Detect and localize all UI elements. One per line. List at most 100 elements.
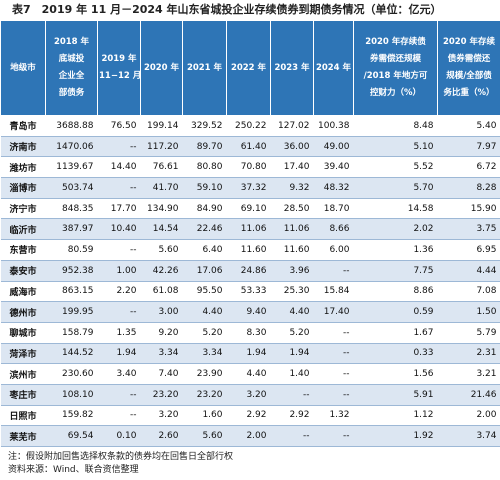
- table-row: 东营市 80.59 -- 5.60 6.40 11.60 11.60 6.00 1.36 6.95: [0, 239, 500, 261]
- value-cell: 3.21: [437, 363, 500, 385]
- value-cell: 8.86: [353, 281, 438, 303]
- value-cell: 2.31: [437, 343, 500, 365]
- header-cell: 2022 年: [226, 20, 271, 116]
- header-line: 2021 年: [186, 62, 223, 73]
- header-line: 2023 年: [274, 62, 310, 73]
- value-cell: 9.32: [270, 177, 314, 199]
- value-cell: --: [97, 301, 141, 323]
- header-line: 2020 年: [143, 62, 180, 73]
- value-cell: 5.52: [353, 156, 438, 179]
- value-cell: 329.52: [182, 115, 227, 137]
- header-line: 2022 年: [230, 62, 267, 73]
- value-cell: 5.20: [270, 322, 314, 344]
- value-cell: 3.74: [437, 425, 500, 447]
- value-cell: 23.20: [182, 384, 227, 406]
- value-cell: 5.91: [353, 384, 438, 406]
- value-cell: 53.33: [226, 281, 271, 303]
- value-cell: 18.70: [313, 198, 354, 220]
- value-cell: 158.79: [45, 322, 98, 344]
- header-line: 2020 年存续债: [365, 37, 426, 47]
- value-cell: 22.46: [182, 218, 227, 241]
- value-cell: 0.59: [353, 301, 438, 323]
- value-cell: --: [97, 384, 141, 406]
- value-cell: 5.40: [437, 115, 500, 137]
- value-cell: 80.59: [45, 239, 98, 261]
- value-cell: 1.50: [437, 301, 500, 323]
- value-cell: 6.00: [313, 239, 354, 261]
- value-cell: 3.75: [437, 218, 500, 241]
- header-line: 底城投: [58, 54, 85, 64]
- city-cell: 枣庄市: [0, 384, 46, 406]
- value-cell: --: [313, 260, 354, 282]
- value-cell: 2.92: [270, 405, 314, 427]
- value-cell: 28.50: [270, 198, 314, 220]
- value-cell: --: [313, 425, 354, 447]
- header-cell: 2020 年存续 债券需偿还 规模/全部债 务比重（%）: [437, 20, 500, 116]
- value-cell: --: [313, 343, 354, 365]
- value-cell: 5.20: [182, 322, 227, 344]
- value-cell: 1139.67: [45, 156, 98, 179]
- value-cell: 21.46: [437, 384, 500, 406]
- value-cell: 8.28: [437, 177, 500, 199]
- value-cell: 1.12: [353, 405, 438, 427]
- value-cell: 7.97: [437, 136, 500, 158]
- value-cell: 1.92: [353, 425, 438, 447]
- value-cell: 76.61: [140, 156, 183, 179]
- value-cell: 36.00: [270, 136, 314, 158]
- value-cell: 17.70: [97, 198, 141, 220]
- header-line: 控财力（%）: [369, 88, 422, 98]
- value-cell: 17.40: [270, 156, 314, 179]
- value-cell: 10.40: [97, 218, 141, 241]
- value-cell: 199.14: [140, 115, 183, 137]
- header-row: 地级市 2018 年底城投 企业全 部债务 2019 年 11−12 月 2020 年 202…: [0, 20, 500, 116]
- table-row: 滨州市 230.60 3.40 7.40 23.90 4.40 1.40 -- 1.56 3.21: [0, 363, 500, 385]
- value-cell: 108.10: [45, 384, 98, 406]
- value-cell: 2.02: [353, 218, 438, 241]
- value-cell: 11.60: [270, 239, 314, 261]
- value-cell: 159.82: [45, 405, 98, 427]
- value-cell: 3688.88: [45, 115, 98, 137]
- value-cell: --: [270, 384, 314, 406]
- header-cell: 2021 年: [182, 20, 227, 116]
- value-cell: --: [97, 136, 141, 158]
- city-cell: 济宁市: [0, 198, 46, 220]
- value-cell: 2.92: [226, 405, 271, 427]
- value-cell: 1.32: [313, 405, 354, 427]
- value-cell: --: [313, 322, 354, 344]
- header-line: 券需偿还规模: [369, 54, 421, 64]
- value-cell: 199.95: [45, 301, 98, 323]
- value-cell: --: [313, 363, 354, 385]
- header-line: 企业全: [58, 71, 85, 81]
- header-line: 地级市: [10, 62, 36, 73]
- value-cell: 14.40: [97, 156, 141, 179]
- header-line: 11−12 月: [99, 71, 142, 81]
- value-cell: 61.40: [226, 136, 271, 158]
- value-cell: 144.52: [45, 343, 98, 365]
- value-cell: 2.00: [226, 425, 271, 447]
- value-cell: 1.94: [270, 343, 314, 365]
- city-cell: 潍坊市: [0, 156, 46, 179]
- value-cell: 4.40: [226, 363, 271, 385]
- value-cell: --: [97, 177, 141, 199]
- value-cell: 3.20: [140, 405, 183, 427]
- city-cell: 聊城市: [0, 322, 46, 344]
- value-cell: 11.60: [226, 239, 271, 261]
- value-cell: 14.54: [140, 218, 183, 241]
- value-cell: 25.30: [270, 281, 314, 303]
- value-cell: 48.32: [313, 177, 354, 199]
- value-cell: 5.79: [437, 322, 500, 344]
- table-title: 表7 2019 年 11 月－2024 年山东省城投企业存续债券到期债务情况（单…: [12, 3, 442, 16]
- table-row: 临沂市 387.97 10.40 14.54 22.46 11.06 11.06 8.66 2.…: [0, 218, 500, 241]
- value-cell: 3.96: [270, 260, 314, 282]
- value-cell: 1.36: [353, 239, 438, 261]
- value-cell: 5.60: [182, 425, 227, 447]
- city-cell: 莱芜市: [0, 425, 46, 447]
- value-cell: 17.40: [313, 301, 354, 323]
- header-line: 规模/全部债: [446, 71, 492, 81]
- value-cell: 15.90: [437, 198, 500, 220]
- value-cell: 8.48: [353, 115, 438, 137]
- debt-table: 地级市 2018 年底城投 企业全 部债务 2019 年 11−12 月 2020 年 202…: [0, 20, 500, 447]
- header-cell: 2018 年底城投 企业全 部债务: [45, 20, 98, 116]
- value-cell: 9.20: [140, 322, 183, 344]
